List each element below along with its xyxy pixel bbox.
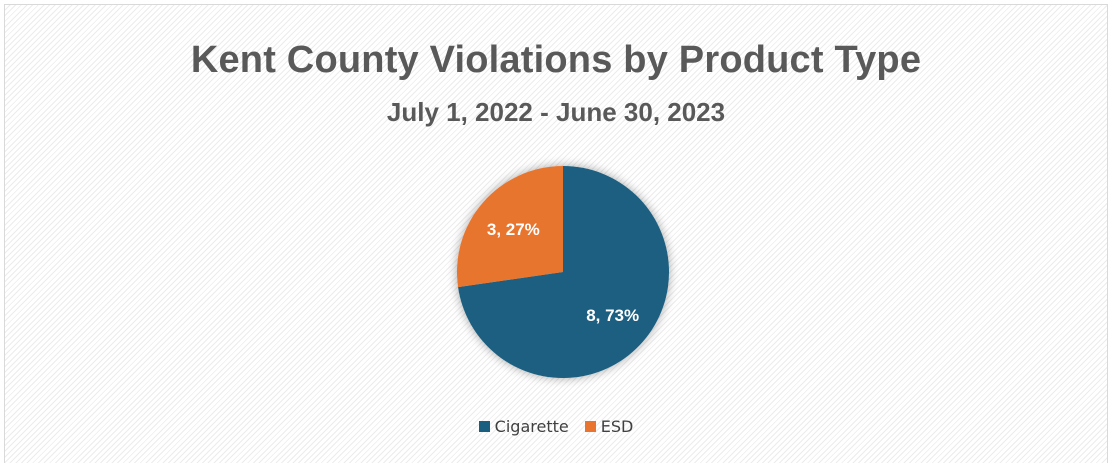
- legend-item-esd: ESD: [584, 417, 634, 436]
- legend-item-cigarette: Cigarette: [478, 417, 569, 436]
- legend-swatch-cigarette: [478, 421, 490, 432]
- legend-label-esd: ESD: [600, 417, 634, 436]
- chart-legend: Cigarette ESD: [5, 417, 1107, 436]
- chart-area: Kent County Violations by Product Type J…: [4, 4, 1108, 463]
- data-label-esd: 3, 27%: [487, 220, 540, 239]
- pie-slice-cigarette: [458, 166, 670, 378]
- pie-slice-esd: [457, 166, 563, 288]
- chart-subtitle: July 1, 2022 - June 30, 2023: [386, 97, 726, 127]
- chart-title: Kent County Violations by Product Type: [190, 39, 922, 81]
- legend-label-cigarette: Cigarette: [494, 417, 569, 436]
- data-label-cigarette: 8, 73%: [586, 306, 639, 325]
- pie-chart: 8, 73% 3, 27%: [457, 166, 670, 378]
- legend-swatch-esd: [584, 421, 596, 432]
